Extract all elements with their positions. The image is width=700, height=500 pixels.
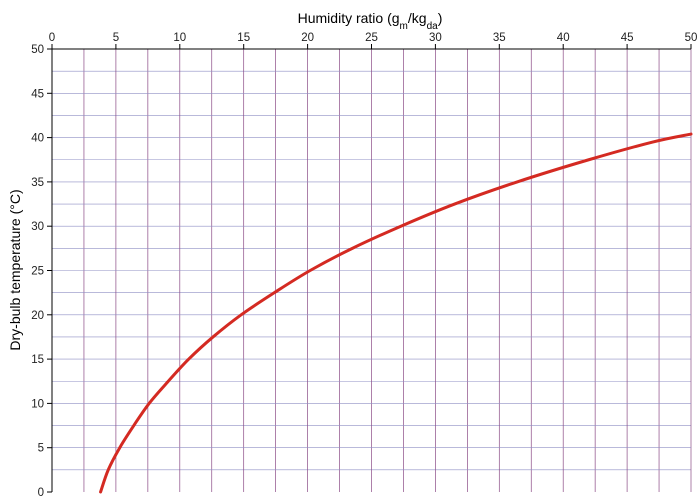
x-tick-label: 35 — [493, 32, 506, 44]
x-tick-label: 40 — [557, 32, 570, 44]
x-tick-label: 20 — [301, 32, 314, 44]
y-tick-label: 0 — [38, 487, 44, 499]
x-tick-label: 25 — [365, 32, 378, 44]
y-tick-label: 50 — [31, 44, 44, 56]
y-tick-label: 30 — [31, 221, 44, 233]
x-tick-label: 5 — [113, 32, 119, 44]
y-tick-label: 45 — [31, 88, 44, 100]
x-axis-title-end: ) — [438, 10, 443, 26]
ticks: 0 5 10 15 20 25 30 35 40 45 50 0 5 10 15 20 25 30 35 40 45 50 — [31, 32, 697, 499]
y-tick-label: 15 — [31, 354, 44, 366]
saturation-curve — [99, 132, 693, 494]
grid — [52, 48, 692, 492]
y-axis-title: Dry-bulb temperature (°C) — [7, 189, 23, 350]
x-tick-label: 10 — [173, 32, 186, 44]
x-tick-label: 30 — [429, 32, 442, 44]
x-tick-label: 0 — [49, 32, 55, 44]
x-tick-label: 50 — [685, 32, 698, 44]
x-tick-label: 15 — [237, 32, 250, 44]
y-tick-label: 10 — [31, 398, 44, 410]
x-axis-title-mid: /kg — [408, 10, 427, 26]
y-tick-label: 5 — [38, 443, 44, 455]
x-tick-label: 45 — [621, 32, 634, 44]
y-tick-label: 20 — [31, 310, 44, 322]
x-axis-title-sub1: m — [400, 21, 408, 32]
y-tick-label: 40 — [31, 133, 44, 145]
series — [99, 132, 693, 494]
x-axis-title: Humidity ratio (gm/kgda) — [298, 10, 443, 32]
y-tick-label: 35 — [31, 177, 44, 189]
x-axis-title-sub2: da — [427, 21, 439, 32]
y-tick-label: 25 — [31, 266, 44, 278]
